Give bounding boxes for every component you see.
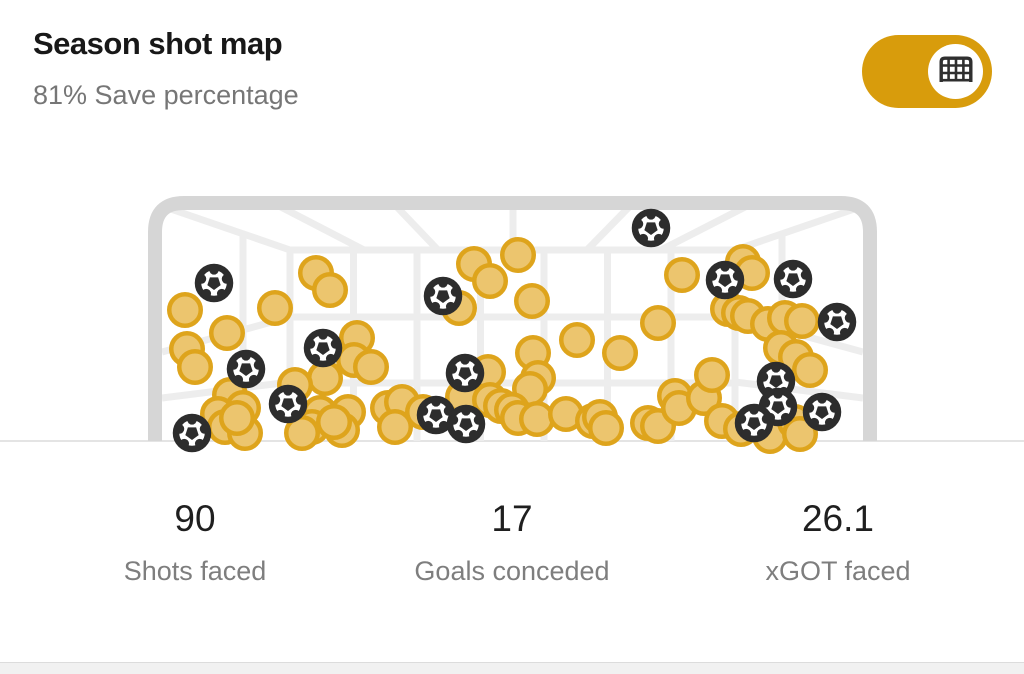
section-divider (0, 662, 1024, 674)
shot-marker-goal[interactable] (271, 386, 306, 420)
shot-marker-save[interactable] (784, 303, 820, 339)
stat-goals-conceded: 17 Goals conceded (362, 498, 662, 587)
shots-layer (167, 210, 855, 454)
shot-marker-goal[interactable] (448, 355, 483, 389)
goal-line-divider (0, 440, 1024, 442)
shot-marker-save[interactable] (588, 410, 624, 446)
shot-marker-goal[interactable] (634, 210, 669, 244)
stat-label: Goals conceded (414, 556, 610, 586)
shot-marker-save[interactable] (177, 349, 213, 385)
stats-row: 90 Shots faced 17 Goals conceded 26.1 xG… (0, 498, 1024, 608)
shot-marker-save[interactable] (209, 315, 245, 351)
card-header: Season shot map 81% Save percentage (33, 26, 299, 111)
shot-marker-save[interactable] (284, 415, 320, 451)
shot-marker-goal[interactable] (229, 351, 264, 385)
shot-marker-goal[interactable] (175, 415, 210, 449)
shot-marker-save[interactable] (792, 352, 828, 388)
shot-marker-save[interactable] (316, 404, 352, 440)
shot-marker-save[interactable] (312, 272, 348, 308)
shot-marker-save[interactable] (500, 237, 536, 273)
shot-marker-save[interactable] (472, 263, 508, 299)
shot-map (148, 196, 877, 454)
shot-marker-save[interactable] (377, 409, 413, 445)
shot-marker-goal[interactable] (820, 304, 855, 338)
shot-marker-save[interactable] (519, 401, 555, 437)
shot-marker-save[interactable] (559, 322, 595, 358)
goal-posts (148, 196, 877, 441)
shot-marker-goal[interactable] (776, 261, 811, 295)
toggle-knob (928, 44, 983, 99)
shot-marker-save[interactable] (353, 349, 389, 385)
shot-marker-goal[interactable] (737, 405, 772, 439)
stat-value: 26.1 (801, 498, 874, 539)
shot-marker-save[interactable] (694, 357, 730, 393)
shot-marker-save[interactable] (664, 257, 700, 293)
shot-marker-save[interactable] (640, 305, 676, 341)
shot-marker-goal[interactable] (708, 262, 743, 296)
stat-label: xGOT faced (765, 556, 911, 586)
stat-value: 90 (174, 498, 216, 539)
shot-marker-save[interactable] (782, 416, 818, 452)
shot-marker-goal[interactable] (449, 406, 484, 440)
stat-value: 17 (491, 498, 533, 539)
shot-marker-save[interactable] (257, 290, 293, 326)
shot-marker-goal[interactable] (426, 278, 461, 312)
shot-marker-save[interactable] (602, 335, 638, 371)
goal-net-icon (939, 56, 973, 88)
shot-marker-save[interactable] (514, 283, 550, 319)
shot-map-view-toggle[interactable] (862, 35, 992, 108)
shot-marker-goal[interactable] (306, 330, 341, 364)
shot-marker-goal[interactable] (805, 394, 840, 428)
page-title: Season shot map (33, 26, 283, 61)
stat-shots-faced: 90 Shots faced (45, 498, 345, 587)
shot-marker-save[interactable] (167, 292, 203, 328)
shot-marker-save[interactable] (219, 400, 255, 436)
stat-label: Shots faced (123, 556, 267, 586)
stat-xgot-faced: 26.1 xGOT faced (688, 498, 988, 587)
shot-marker-goal[interactable] (197, 265, 232, 299)
save-percentage-subtitle: 81% Save percentage (33, 80, 299, 110)
